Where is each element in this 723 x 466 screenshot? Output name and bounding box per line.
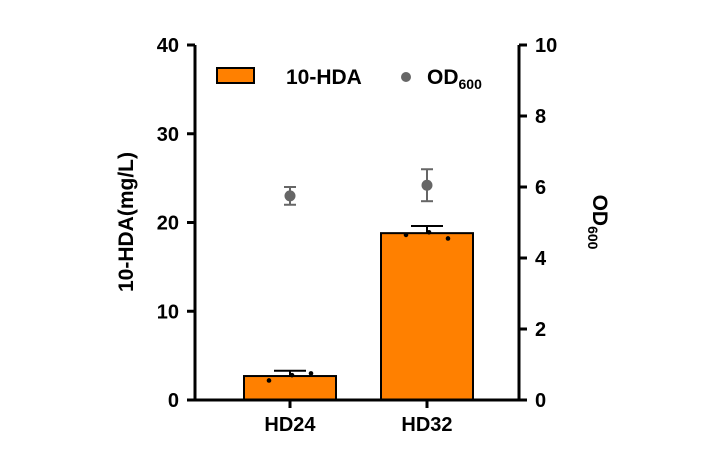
x-tick-label: HD24	[264, 414, 316, 436]
points-layer	[284, 168, 433, 206]
right-axis-title-subscript: 600	[585, 226, 601, 250]
right-tick-label: 4	[535, 248, 547, 270]
right-tick-label: 10	[535, 35, 557, 57]
od-point-HD24	[284, 190, 296, 202]
legend-point-label-main: OD	[427, 66, 459, 89]
right-axis-title-main: OD	[588, 195, 611, 227]
replicate-point-HD32	[403, 232, 409, 238]
legend-point-marker	[401, 72, 411, 82]
right-axis-title: OD600	[585, 195, 611, 250]
bars-layer	[243, 225, 474, 402]
od-point-HD32	[421, 179, 433, 191]
right-ticks: 0 2 4 6 8 10	[519, 35, 557, 412]
left-axis-title: 10-HDA(mg/L)	[115, 152, 138, 292]
left-tick-label: 0	[168, 390, 179, 412]
legend-bar-swatch	[216, 67, 255, 84]
replicate-point-HD24	[266, 378, 272, 383]
replicate-point-HD24	[289, 372, 295, 378]
left-tick-label: 10	[157, 301, 179, 323]
legend: 10-HDA OD600	[216, 66, 482, 92]
right-tick-label: 8	[535, 106, 546, 128]
right-tick-label: 2	[535, 319, 546, 341]
legend-point-label: OD600	[427, 66, 482, 92]
right-tick-label: 6	[535, 177, 546, 199]
replicate-point-HD32	[445, 236, 451, 241]
replicate-point-HD24	[308, 371, 314, 376]
legend-point-label-subscript: 600	[459, 76, 483, 92]
left-tick-label: 20	[157, 213, 179, 235]
right-tick-label: 0	[535, 390, 546, 412]
x-ticks: HD24 HD32	[264, 400, 453, 436]
left-tick-label: 30	[157, 124, 179, 146]
left-ticks: 0 10 20 30 40	[157, 35, 195, 412]
legend-bar-label: 10-HDA	[286, 66, 362, 89]
bar-HD24	[243, 375, 337, 402]
bar-HD32	[380, 232, 474, 401]
x-tick-label: HD32	[401, 414, 452, 436]
replicate-point-HD32	[426, 229, 432, 235]
left-tick-label: 40	[157, 35, 179, 57]
